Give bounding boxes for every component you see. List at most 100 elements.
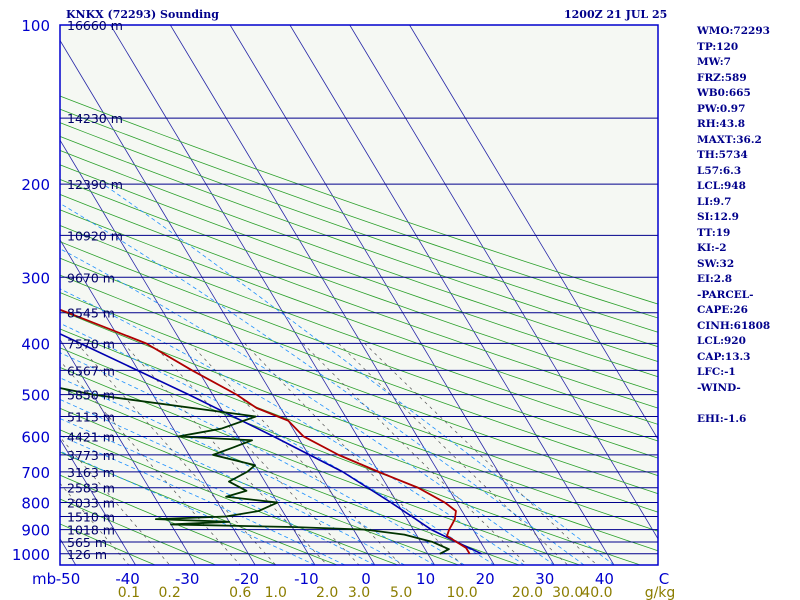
height-label: 1018 m xyxy=(67,523,115,538)
dry-adiabat-line xyxy=(60,179,658,393)
moist-adiabat-line xyxy=(60,399,405,565)
height-label: 8545 m xyxy=(67,306,115,321)
isotherm-line xyxy=(0,25,16,565)
dry-adiabat-line xyxy=(60,257,658,477)
dry-adiabat-line xyxy=(60,209,658,425)
isotherm-line xyxy=(289,25,615,565)
mixing-ratio-tick-label: 3.0 xyxy=(348,585,370,600)
station-title: KNKX (72293) Sounding xyxy=(66,8,219,21)
height-label: 2033 m xyxy=(67,496,115,511)
index-item: -WIND- xyxy=(697,381,741,394)
mixing-ratio-line xyxy=(151,343,360,565)
pressure-label: 500 xyxy=(21,387,50,405)
dry-adiabat-line xyxy=(60,274,658,495)
isotherm-line xyxy=(60,39,376,565)
mixing-ratio-line xyxy=(60,360,241,565)
index-item: SI:12.9 xyxy=(697,211,739,223)
index-item: RH:43.8 xyxy=(697,118,746,130)
dry-adiabat-line xyxy=(60,347,641,565)
temperature-tick-label: 10 xyxy=(416,570,435,588)
height-label: 9670 m xyxy=(67,270,115,285)
height-label: 2583 m xyxy=(67,481,115,496)
index-item: PW:0.97 xyxy=(697,102,746,115)
dry-adiabat-line xyxy=(60,498,216,565)
dry-adiabat-line xyxy=(60,108,658,319)
index-item: SW:32 xyxy=(697,257,735,270)
height-label: 10920 m xyxy=(67,228,123,243)
index-item: TT:19 xyxy=(697,226,731,239)
isotherm-line xyxy=(60,438,136,565)
index-item: LFC:-1 xyxy=(697,366,736,378)
mixing-ratio-tick-label: 0.2 xyxy=(159,585,181,600)
dry-adiabat-line xyxy=(60,164,658,378)
pressure-label: 300 xyxy=(21,269,50,287)
moist-adiabat-line xyxy=(60,248,555,565)
temperature-tick-label: -40 xyxy=(115,570,140,588)
index-item: TP:120 xyxy=(697,40,739,53)
isotherm-line xyxy=(60,338,196,565)
index-item: CAP:13.3 xyxy=(697,350,751,363)
dry-adiabat-line xyxy=(60,225,658,442)
dry-adiabat-line xyxy=(60,366,580,565)
indices-panel: WMO:72293 TP:120 MW:7 FRZ:589 WB0:665 PW:0.97… xyxy=(697,24,797,427)
pressure-label: 800 xyxy=(21,495,50,513)
pressure-label: 900 xyxy=(21,522,50,540)
dry-adiabat-line xyxy=(60,194,658,409)
pressure-label: 400 xyxy=(21,335,50,353)
mixing-ratio-tick-label: 30.0 xyxy=(552,585,583,600)
mixing-ratio-line xyxy=(123,343,328,565)
dry-adiabat-line xyxy=(60,292,658,513)
dry-adiabat-line xyxy=(60,150,658,362)
height-label: 12390 m xyxy=(67,177,123,192)
temperature-tick-label: -30 xyxy=(175,570,200,588)
height-label: 1510 m xyxy=(67,509,115,524)
temperature-tick-label: -10 xyxy=(294,570,319,588)
moist-adiabat-line xyxy=(60,450,316,565)
index-item: -PARCEL- xyxy=(697,288,754,301)
mixing-ratio-line xyxy=(244,343,463,565)
parcel-trace xyxy=(60,332,482,555)
height-label: 6567 m xyxy=(67,363,115,378)
moist-adiabat-line xyxy=(60,288,525,565)
dry-adiabat-line xyxy=(60,474,277,565)
pressure-label: 1000 xyxy=(12,546,50,564)
temperature-tick-label: 0 xyxy=(361,570,371,588)
mixing-ratio-tick-label: 2.0 xyxy=(316,585,338,600)
index-spacer xyxy=(697,396,797,412)
mixing-ratio-line xyxy=(338,343,568,565)
mixing-ratio-tick-label: 1.0 xyxy=(265,585,287,600)
index-item: KI:-2 xyxy=(697,242,727,254)
index-item: MW:7 xyxy=(697,56,731,68)
mixing-ratio-line xyxy=(76,343,277,565)
dry-adiabat-line xyxy=(60,122,658,333)
height-label: 126 m xyxy=(67,547,107,562)
temperature-tick-label: 30 xyxy=(535,570,554,588)
mixing-ratio-tick-label: 40.0 xyxy=(581,585,612,600)
temperature-tick-label: 40 xyxy=(595,570,614,588)
temperature-tick-label: -20 xyxy=(235,570,260,588)
isotherm-line xyxy=(409,25,658,440)
temperature-tick-label: C xyxy=(659,570,669,588)
index-item: FRZ:589 xyxy=(697,71,747,84)
mixing-ratio-tick-label: 0.1 xyxy=(118,585,140,600)
index-item: TH:5734 xyxy=(697,149,748,161)
temperature-tick-label: -50 xyxy=(56,570,81,588)
pressure-unit-label: mb xyxy=(32,570,56,588)
height-label: 565 m xyxy=(67,535,107,550)
sounding-time: 1200Z 21 JUL 25 xyxy=(564,8,668,21)
mixing-ratio-line xyxy=(302,343,528,565)
plot-background xyxy=(60,25,658,565)
moist-adiabat-line xyxy=(103,183,615,565)
index-item: CINH:61808 xyxy=(697,319,771,332)
temperature-tick-label: 20 xyxy=(476,570,495,588)
temperature-trace xyxy=(60,308,471,555)
mixing-ratio-tick-label: 20.0 xyxy=(512,585,543,600)
dry-adiabat-line xyxy=(60,135,658,348)
moist-adiabat-line xyxy=(60,202,585,565)
index-item: MAXT:36.2 xyxy=(697,133,762,146)
dewpoint-trace xyxy=(60,387,450,555)
dry-adiabat-line xyxy=(60,95,658,305)
index-item: WMO:72293 xyxy=(697,25,770,37)
index-item: LCL:948 xyxy=(697,180,746,192)
